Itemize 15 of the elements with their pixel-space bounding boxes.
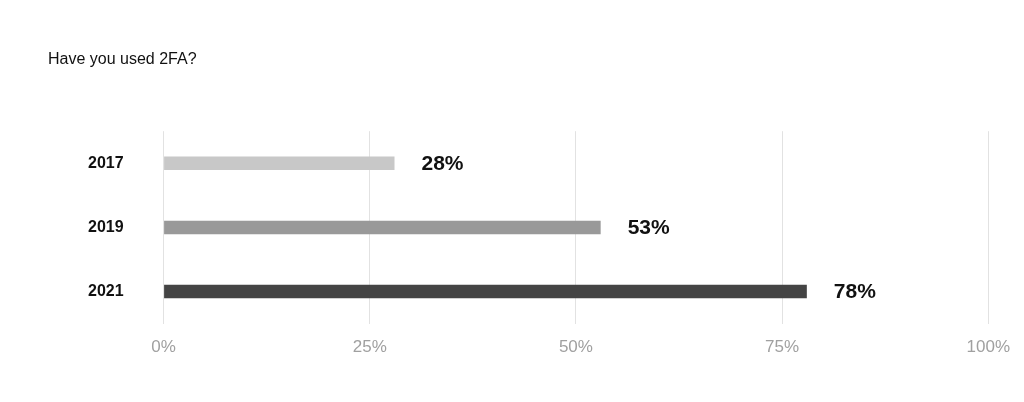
bar [164,284,807,299]
data-label: 78% [833,279,877,303]
chart-title: Have you used 2FA? [48,50,197,68]
x-tick-label: 25% [352,337,387,357]
data-label: 28% [421,151,464,175]
bar [164,156,395,170]
x-tick-label: 0% [151,337,176,357]
x-tick-label: 50% [558,337,593,357]
bar [164,220,601,235]
data-label: 53% [627,215,671,239]
x-tick-label: 75% [765,337,800,357]
y-tick-label: 2021 [88,281,124,299]
x-tick-label: 100% [966,337,1010,357]
y-tick-label: 2017 [88,153,124,171]
y-tick-label: 2019 [88,217,124,235]
